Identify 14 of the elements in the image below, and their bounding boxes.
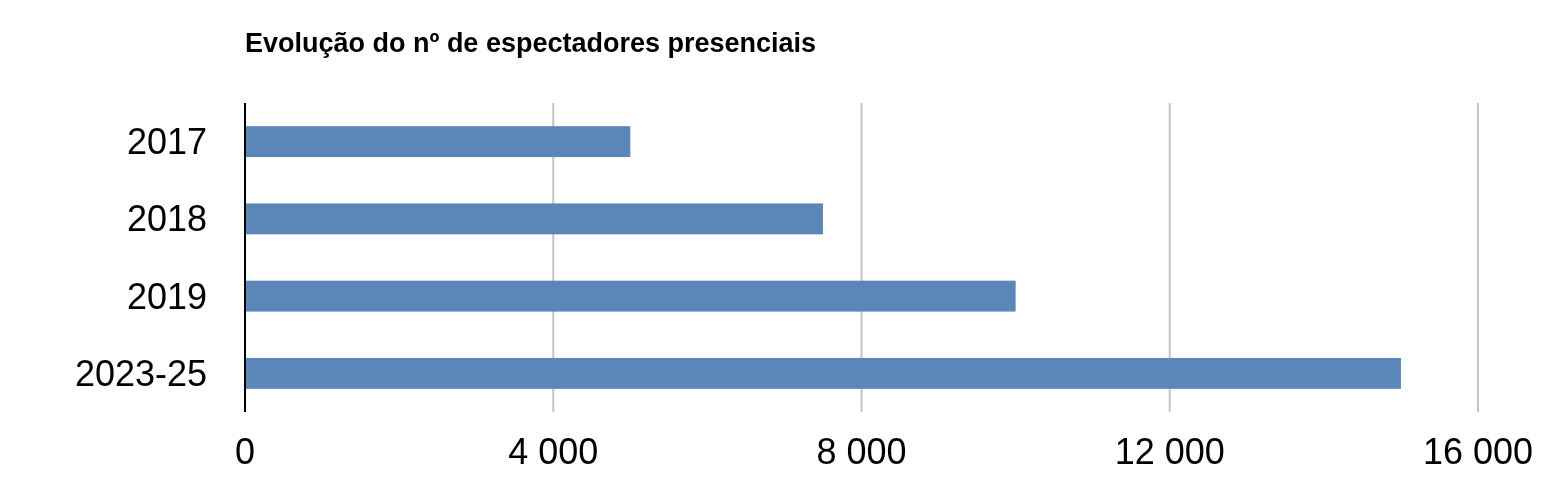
- y-tick-label: 2018: [126, 198, 207, 240]
- bar: [245, 203, 823, 235]
- x-tick-label: 12 000: [1114, 431, 1225, 472]
- chart-title: Evolução do nº de espectadores presenciais: [245, 28, 817, 58]
- x-tick-label: 4 000: [508, 431, 599, 472]
- y-tick-label: 2023-25: [74, 352, 207, 394]
- y-tick-label: 2017: [126, 121, 207, 163]
- bar: [245, 357, 1401, 389]
- x-tick-label: 8 000: [816, 431, 907, 472]
- bar: [245, 126, 631, 158]
- y-tick-label: 2019: [126, 275, 207, 317]
- x-tick-label: 16 000: [1422, 431, 1534, 472]
- x-tick-label: 0: [234, 431, 256, 472]
- bar: [245, 280, 1016, 312]
